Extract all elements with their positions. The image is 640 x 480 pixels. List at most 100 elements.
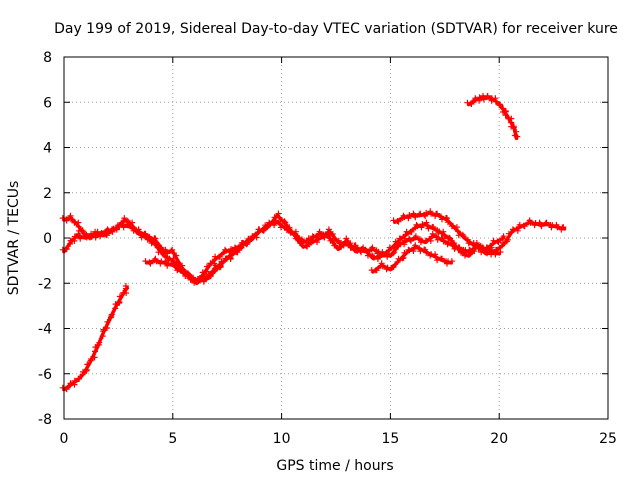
data-point [207, 273, 214, 279]
data-point [147, 236, 154, 243]
x-tick-label: 25 [599, 431, 617, 447]
data-point [373, 267, 380, 274]
x-tick-label: 10 [273, 431, 291, 447]
data-point [371, 254, 377, 261]
data-point [201, 275, 208, 282]
data-point [125, 221, 132, 228]
data-point [68, 216, 74, 223]
data-point [174, 258, 181, 265]
data-point [102, 231, 109, 238]
data-point [92, 344, 99, 351]
data-point [460, 233, 467, 240]
data-point [332, 242, 339, 249]
data-point [370, 253, 376, 260]
data-point [419, 221, 426, 228]
data-point [433, 233, 440, 240]
data-point [59, 215, 66, 222]
data-point [147, 260, 154, 267]
data-point [80, 368, 86, 375]
data-point [484, 92, 491, 99]
data-point [168, 247, 175, 254]
data-point [267, 220, 274, 227]
data-point [360, 244, 367, 251]
data-point [204, 263, 210, 270]
y-tick-label: -6 [38, 367, 52, 383]
data-point [441, 232, 448, 239]
data-point [88, 356, 95, 362]
data-point [482, 249, 489, 256]
data-point [417, 248, 424, 255]
data-point [424, 222, 431, 229]
series-track-3 [142, 242, 246, 285]
data-point [83, 366, 90, 373]
data-point [349, 244, 356, 251]
x-tick-label: 20 [490, 431, 508, 447]
data-point [422, 246, 429, 253]
data-point [500, 233, 507, 240]
data-point [439, 216, 445, 223]
data-point [76, 375, 83, 382]
x-tick-label: 0 [60, 431, 69, 447]
data-point [180, 270, 187, 277]
data-point [413, 221, 420, 228]
data-point [96, 339, 103, 346]
data-point [448, 258, 455, 265]
data-point [305, 235, 312, 242]
data-point [59, 384, 66, 391]
data-point [200, 278, 207, 285]
data-point [63, 386, 70, 393]
data-point [234, 249, 241, 256]
y-tick-label: 6 [43, 95, 52, 111]
data-point [543, 219, 550, 226]
data-point [283, 227, 290, 234]
data-point [190, 274, 196, 281]
data-point [321, 234, 328, 241]
data-point [390, 263, 397, 270]
y-axis-label: SDTVAR / TECUs [6, 181, 22, 296]
data-point [146, 233, 153, 240]
data-point [342, 238, 349, 245]
data-point [112, 301, 119, 308]
data-point [429, 230, 436, 237]
data-point [379, 263, 386, 270]
data-point [425, 225, 432, 232]
data-point [239, 242, 246, 249]
data-point [262, 222, 269, 229]
data-point [266, 219, 273, 226]
data-point [439, 255, 445, 262]
data-point [405, 215, 412, 222]
data-point [325, 226, 332, 233]
data-point [299, 237, 306, 244]
data-point [407, 236, 413, 243]
data-point [447, 235, 454, 242]
data-point [509, 226, 516, 233]
data-point [116, 293, 123, 300]
data-point [470, 240, 477, 246]
data-point [510, 227, 517, 234]
data-point [293, 232, 300, 239]
data-point [298, 236, 305, 243]
data-point [327, 237, 334, 244]
data-point [451, 240, 458, 247]
data-point [432, 251, 439, 258]
data-point [505, 114, 512, 121]
data-point [142, 258, 149, 265]
data-point [326, 233, 333, 240]
data-point [158, 244, 165, 251]
data-point [394, 259, 401, 265]
data-point [495, 239, 502, 246]
data-point [354, 248, 361, 254]
data-point [191, 277, 197, 284]
data-point [175, 266, 182, 273]
y-tick-label: -8 [38, 412, 52, 428]
data-point [492, 98, 499, 105]
data-point [104, 318, 111, 325]
data-point [281, 218, 288, 225]
data-point [430, 224, 437, 231]
data-point [227, 256, 234, 262]
data-point [122, 283, 129, 289]
data-point [316, 228, 323, 235]
data-point [195, 276, 202, 283]
data-point [369, 244, 376, 251]
data-point [391, 243, 398, 250]
